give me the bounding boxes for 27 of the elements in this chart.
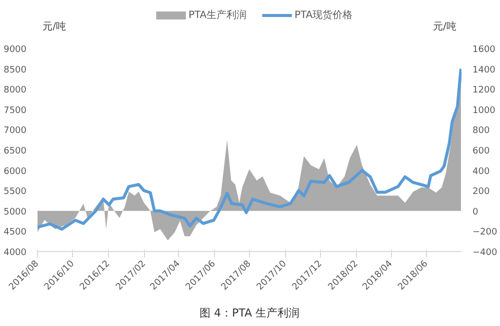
y-tick-label: 5500 — [4, 187, 27, 198]
legend-label: PTA生产利润 — [188, 9, 247, 21]
y-tick-label: 7500 — [4, 106, 27, 116]
y2-tick-label: −400 — [472, 248, 498, 258]
y2-tick-label: 0 — [472, 207, 478, 218]
y-tick-label: 4500 — [4, 228, 27, 238]
y-axis-title: 元/吨 — [42, 20, 66, 32]
y2-tick-label: −200 — [472, 228, 498, 238]
y2-tick-label: 400 — [472, 166, 490, 177]
y-tick-label: 4000 — [4, 248, 27, 258]
y2-tick-label: 1000 — [472, 106, 496, 116]
y2-tick-label: 800 — [472, 126, 490, 136]
y2-axis-title: 元/吨 — [433, 20, 456, 32]
y-tick-label: 5000 — [4, 207, 27, 218]
y2-tick-label: 600 — [472, 146, 490, 156]
y2-tick-label: 1200 — [472, 86, 496, 96]
y2-tick-label: 1400 — [472, 65, 496, 76]
y-tick-label: 7000 — [4, 126, 27, 136]
legend-label: PTA现货价格 — [294, 9, 353, 21]
caption: 图 4：PTA 生产利润 — [199, 306, 300, 320]
y2-tick-label: 1600 — [472, 45, 496, 55]
y2-tick-label: 200 — [472, 187, 490, 198]
y-tick-label: 9000 — [4, 45, 27, 55]
y-tick-label: 8500 — [4, 65, 27, 76]
y-tick-label: 8000 — [4, 86, 27, 96]
y-tick-label: 6000 — [4, 166, 27, 177]
y-tick-label: 6500 — [4, 146, 27, 156]
